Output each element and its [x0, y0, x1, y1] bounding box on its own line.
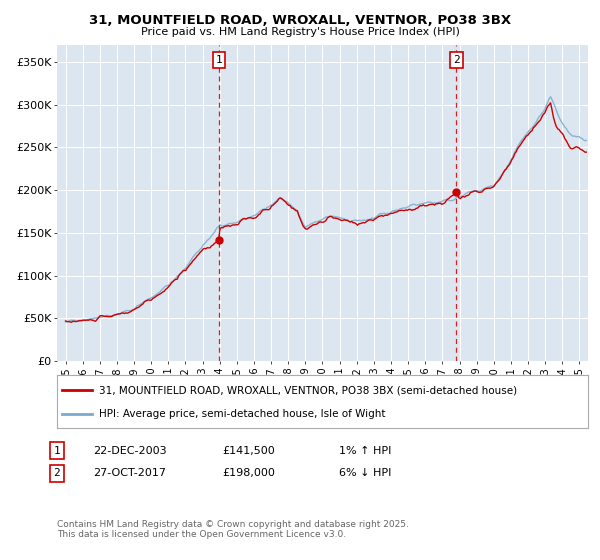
- Text: Contains HM Land Registry data © Crown copyright and database right 2025.
This d: Contains HM Land Registry data © Crown c…: [57, 520, 409, 539]
- Text: £141,500: £141,500: [222, 446, 275, 456]
- Text: 31, MOUNTFIELD ROAD, WROXALL, VENTNOR, PO38 3BX: 31, MOUNTFIELD ROAD, WROXALL, VENTNOR, P…: [89, 14, 511, 27]
- Text: 1: 1: [53, 446, 61, 456]
- Text: 1% ↑ HPI: 1% ↑ HPI: [339, 446, 391, 456]
- Text: HPI: Average price, semi-detached house, Isle of Wight: HPI: Average price, semi-detached house,…: [100, 408, 386, 418]
- Text: £198,000: £198,000: [222, 468, 275, 478]
- Text: 31, MOUNTFIELD ROAD, WROXALL, VENTNOR, PO38 3BX (semi-detached house): 31, MOUNTFIELD ROAD, WROXALL, VENTNOR, P…: [100, 385, 518, 395]
- Text: 1: 1: [216, 55, 223, 65]
- Text: 22-DEC-2003: 22-DEC-2003: [93, 446, 167, 456]
- Text: 27-OCT-2017: 27-OCT-2017: [93, 468, 166, 478]
- Text: 2: 2: [53, 468, 61, 478]
- Text: 2: 2: [453, 55, 460, 65]
- Text: 6% ↓ HPI: 6% ↓ HPI: [339, 468, 391, 478]
- Text: Price paid vs. HM Land Registry's House Price Index (HPI): Price paid vs. HM Land Registry's House …: [140, 27, 460, 37]
